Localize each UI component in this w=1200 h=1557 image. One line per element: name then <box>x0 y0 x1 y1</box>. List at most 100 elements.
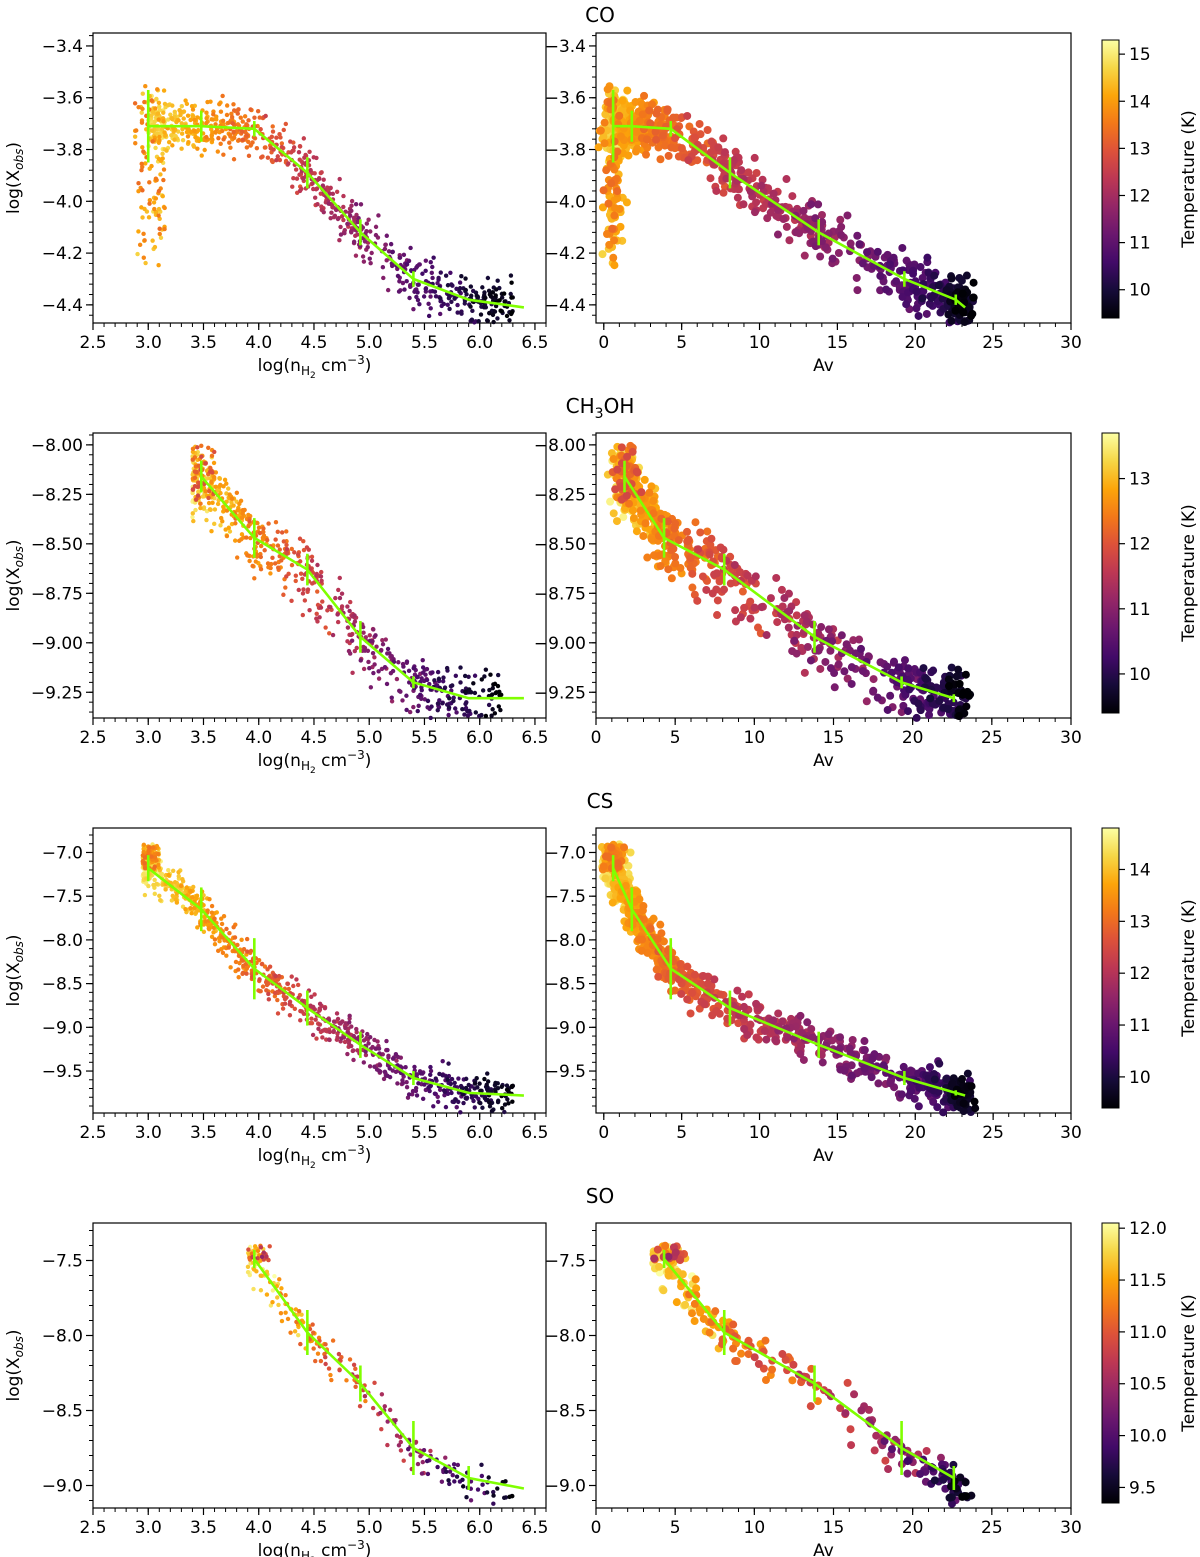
density-point <box>445 283 451 288</box>
av-point <box>695 119 704 128</box>
density-point <box>143 260 148 266</box>
density-point <box>275 543 281 548</box>
x-tick-label: 3.5 <box>190 728 217 748</box>
colorbar-gradient <box>1101 39 1120 319</box>
density-point <box>140 145 145 150</box>
density-point <box>458 665 463 670</box>
av-point <box>639 532 648 541</box>
av-point <box>817 210 826 219</box>
density-point <box>265 155 271 160</box>
av-point <box>750 153 759 162</box>
density-point <box>191 144 197 149</box>
av-point <box>693 596 702 605</box>
density-point <box>334 189 340 194</box>
x-tick-label: 0 <box>591 728 602 748</box>
density-point <box>158 172 163 177</box>
av-point <box>753 623 762 632</box>
density-point <box>352 619 358 624</box>
density-point <box>367 1034 373 1040</box>
colorbar-tick-label: 10 <box>1129 665 1151 685</box>
av-point <box>599 132 608 141</box>
density-point <box>360 225 366 230</box>
ylabel-prefix: log(X <box>4 169 24 214</box>
colorbar: 10 11 12 13 Temperature (K) <box>1101 432 1199 714</box>
density-point <box>382 1069 388 1074</box>
density-point <box>376 676 382 681</box>
density-point <box>152 206 157 212</box>
density-point <box>499 1084 504 1089</box>
density-point <box>157 893 162 898</box>
av-point <box>900 656 909 665</box>
density-point <box>464 1076 469 1082</box>
density-point <box>395 1081 400 1086</box>
density-point <box>273 973 278 979</box>
av-point <box>683 537 692 546</box>
density-point <box>349 203 354 208</box>
density-point <box>416 1081 421 1086</box>
density-point <box>212 521 217 527</box>
density-point <box>438 270 443 275</box>
density-point <box>212 507 218 512</box>
density-point <box>390 249 395 255</box>
density-point <box>163 887 168 892</box>
density-point <box>295 552 301 557</box>
density-point <box>343 1025 348 1031</box>
density-point <box>499 692 504 698</box>
density-point <box>337 595 343 601</box>
density-point <box>280 1006 286 1011</box>
density-point <box>290 148 295 153</box>
density-point <box>180 137 186 143</box>
density-point <box>161 119 166 124</box>
av-point <box>863 248 872 257</box>
density-point <box>277 157 283 163</box>
density-point <box>300 612 306 618</box>
density-point <box>420 665 426 670</box>
x-tick-label: 6.0 <box>466 1123 493 1143</box>
y-axis-label: log(Xobs) <box>4 539 26 611</box>
av-point <box>664 151 673 160</box>
colorbar-label: Temperature (K) <box>1179 504 1199 643</box>
density-point <box>408 284 413 289</box>
density-point <box>406 1092 412 1097</box>
density-point <box>301 176 306 181</box>
density-point <box>314 1036 319 1041</box>
av-point <box>719 134 728 143</box>
density-point <box>477 1100 482 1105</box>
density-point <box>483 295 488 301</box>
x-tick-label: 0 <box>598 333 609 353</box>
density-point <box>224 103 230 108</box>
density-point <box>257 530 263 536</box>
density-point <box>360 254 366 259</box>
density-point <box>478 312 484 317</box>
av-point <box>944 310 953 319</box>
density-point <box>356 215 361 221</box>
density-point <box>448 1081 453 1087</box>
density-point <box>302 155 307 160</box>
density-point <box>426 313 432 319</box>
density-point <box>431 255 436 260</box>
xlabel-prefix: log(n <box>258 751 301 771</box>
density-point <box>317 615 322 620</box>
density-point <box>282 996 288 1002</box>
density-point <box>396 660 401 665</box>
density-point <box>295 982 301 988</box>
density-point <box>213 484 218 490</box>
density-point <box>286 986 292 992</box>
density-point <box>387 1066 392 1071</box>
density-point <box>258 155 264 160</box>
av-point <box>837 222 846 231</box>
density-point <box>338 1020 344 1025</box>
density-point <box>335 216 341 222</box>
density-point <box>250 140 255 145</box>
density-x-axis-label: log(nH2 cm−3) <box>258 353 372 381</box>
density-point <box>457 286 463 291</box>
density-point <box>415 290 420 295</box>
density-point <box>502 299 507 304</box>
av-point <box>719 188 728 197</box>
av-point <box>633 887 642 896</box>
density-point <box>485 1079 491 1084</box>
av-point <box>811 214 820 223</box>
x-tick-label: 15 <box>827 1123 849 1143</box>
av-point <box>622 491 631 500</box>
density-point <box>436 275 441 281</box>
